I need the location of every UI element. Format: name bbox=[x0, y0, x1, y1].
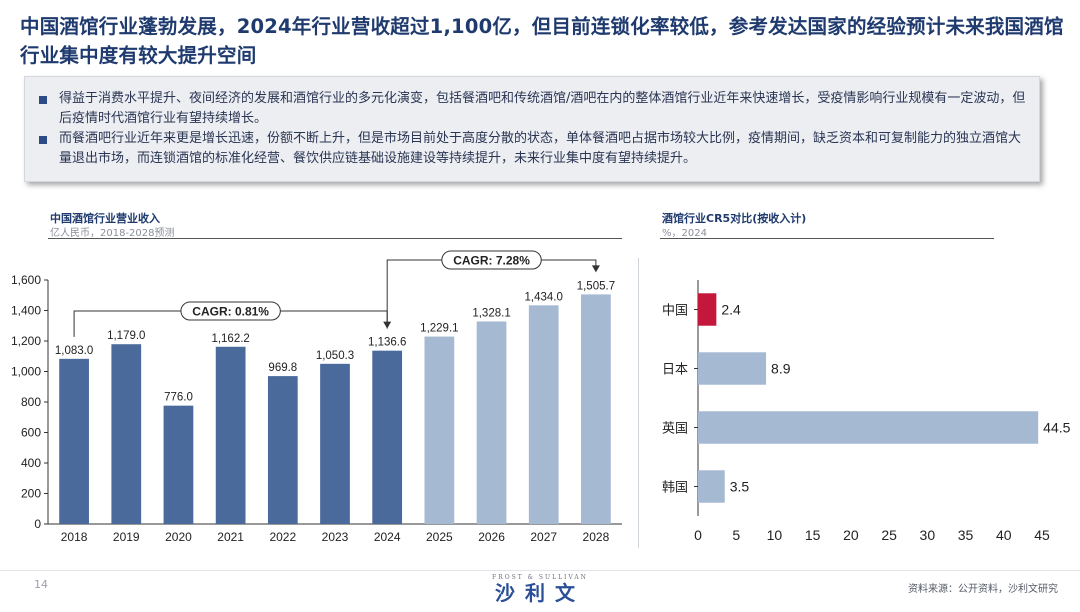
bar-value-label: 8.9 bbox=[771, 361, 791, 377]
x-tick-label: 2020 bbox=[165, 530, 192, 544]
y-tick-label: 1,200 bbox=[11, 334, 41, 348]
y-tick-label: 韩国 bbox=[662, 481, 688, 496]
revenue-chart-title: 中国酒馆行业营业收入 bbox=[50, 212, 160, 225]
y-tick-label: 800 bbox=[21, 395, 41, 409]
revenue-bar bbox=[163, 405, 194, 524]
cr5-chart-title: 酒馆行业CR5对比(按收入计) bbox=[662, 212, 807, 225]
x-tick-label: 2027 bbox=[530, 530, 557, 544]
source-note: 资料来源：公开资料，沙利文研究 bbox=[908, 584, 1058, 595]
cr5-chart-subtitle: %，2024 bbox=[662, 228, 707, 239]
x-tick-label: 25 bbox=[881, 527, 897, 543]
y-tick-label: 1,000 bbox=[11, 365, 41, 379]
revenue-bar bbox=[320, 363, 350, 524]
revenue-bar bbox=[111, 344, 142, 524]
y-tick-label: 英国 bbox=[662, 422, 688, 437]
x-tick-label: 2022 bbox=[269, 530, 296, 544]
bar-value-label: 1,162.2 bbox=[211, 333, 249, 345]
y-tick-label: 1,400 bbox=[11, 304, 41, 318]
bar-value-label: 2.4 bbox=[721, 302, 741, 318]
bar-value-label: 776.0 bbox=[164, 392, 193, 404]
revenue-chart-rule bbox=[48, 238, 622, 239]
revenue-bar bbox=[581, 294, 611, 524]
cr5-bar-chart: 0 5 10 15 20 25 30 35 40 45 2.4 中国 8.9 日本 44.5 英国 3.5 韩国 bbox=[662, 280, 1071, 543]
x-tick-label: 2021 bbox=[217, 530, 244, 544]
footer-divider bbox=[0, 570, 1080, 571]
y-tick-label: 日本 bbox=[662, 363, 688, 378]
revenue-bar bbox=[372, 350, 403, 524]
x-tick-label: 2025 bbox=[426, 530, 453, 544]
summary-bullet-text: 得益于消费水平提升、夜间经济的发展和酒馆行业的多元化演变，包括餐酒吧和传统酒馆/… bbox=[59, 91, 1026, 126]
x-tick-label: 2019 bbox=[113, 530, 140, 544]
x-tick-label: 45 bbox=[1034, 527, 1050, 543]
revenue-bar bbox=[215, 346, 246, 524]
summary-bullet: 得益于消费水平提升、夜间经济的发展和酒馆行业的多元化演变，包括餐酒吧和传统酒馆/… bbox=[39, 89, 1027, 129]
revenue-bar bbox=[424, 336, 455, 524]
y-tick-label: 200 bbox=[21, 487, 41, 501]
bar-value-label: 1,179.0 bbox=[107, 330, 145, 342]
x-tick-label: 2023 bbox=[322, 530, 349, 544]
y-tick-label: 1,600 bbox=[11, 273, 41, 287]
page-number: 14 bbox=[34, 578, 48, 591]
cagr-label-box bbox=[441, 250, 542, 270]
x-tick-label: 35 bbox=[958, 527, 974, 543]
revenue-bar-chart: 0 200 400 600 800 1,000 1,200 1,400 1,600 1,083.0… bbox=[11, 250, 622, 544]
revenue-chart-subtitle: 亿人民币，2018-2028预测 bbox=[50, 228, 175, 239]
bar-value-label: 1,229.1 bbox=[420, 323, 458, 335]
x-tick-label: 2018 bbox=[61, 530, 88, 544]
logo-text: 沙利文 bbox=[495, 581, 585, 605]
cr5-bar bbox=[698, 293, 717, 326]
y-tick-label: 中国 bbox=[662, 304, 688, 319]
panel-divider bbox=[638, 258, 639, 548]
x-tick-label: 2026 bbox=[478, 530, 505, 544]
cr5-bar bbox=[698, 470, 725, 503]
x-tick-label: 20 bbox=[843, 527, 859, 543]
x-tick-label: 2028 bbox=[583, 530, 610, 544]
x-tick-label: 0 bbox=[694, 527, 702, 543]
bar-value-label: 1,505.7 bbox=[577, 280, 615, 292]
cagr-label: CAGR: 7.28% bbox=[453, 254, 530, 268]
bar-value-label: 1,083.0 bbox=[55, 345, 93, 357]
cr5-bar bbox=[698, 411, 1039, 444]
x-tick-label: 15 bbox=[805, 527, 821, 543]
x-tick-label: 2024 bbox=[374, 530, 401, 544]
x-tick-label: 10 bbox=[767, 527, 783, 543]
cr5-bar bbox=[698, 352, 767, 385]
logo-subtext: FROST & SULLIVAN bbox=[492, 574, 588, 581]
bar-value-label: 1,434.0 bbox=[525, 291, 563, 303]
cr5-chart-rule bbox=[660, 238, 994, 239]
revenue-bar bbox=[476, 321, 507, 524]
cagr-label-box bbox=[180, 301, 281, 321]
bullet-square-icon bbox=[39, 96, 47, 104]
bar-value-label: 1,136.6 bbox=[368, 337, 406, 349]
x-tick-label: 30 bbox=[920, 527, 936, 543]
page-title: 中国酒馆行业蓬勃发展，2024年行业营收超过1,100亿，但目前连锁化率较低，参… bbox=[20, 15, 1064, 67]
cagr-arrow-icon bbox=[591, 265, 600, 273]
y-tick-label: 0 bbox=[34, 517, 41, 531]
x-tick-label: 5 bbox=[732, 527, 740, 543]
summary-box: 得益于消费水平提升、夜间经济的发展和酒馆行业的多元化演变，包括餐酒吧和传统酒馆/… bbox=[24, 76, 1040, 182]
revenue-bar bbox=[59, 358, 89, 524]
sullivan-logo: FROST & SULLIVAN 沙利文 bbox=[484, 574, 596, 605]
bar-value-label: 1,050.3 bbox=[316, 350, 354, 362]
revenue-bar bbox=[267, 376, 298, 524]
summary-bullet-text: 而餐酒吧行业近年来更是增长迅速，份额不断上升，但是市场目前处于高度分散的状态，单… bbox=[59, 131, 1022, 166]
y-tick-label: 600 bbox=[21, 426, 41, 440]
x-tick-label: 40 bbox=[996, 527, 1012, 543]
bar-value-label: 969.8 bbox=[268, 362, 297, 374]
bar-value-label: 44.5 bbox=[1043, 420, 1070, 436]
y-tick-label: 400 bbox=[21, 456, 41, 470]
bullet-square-icon bbox=[39, 136, 47, 144]
revenue-bar bbox=[528, 305, 559, 524]
bar-value-label: 1,328.1 bbox=[472, 307, 510, 319]
bar-value-label: 3.5 bbox=[730, 479, 750, 495]
cagr-label: CAGR: 0.81% bbox=[192, 305, 269, 319]
summary-bullet: 而餐酒吧行业近年来更是增长迅速，份额不断上升，但是市场目前处于高度分散的状态，单… bbox=[39, 129, 1027, 169]
